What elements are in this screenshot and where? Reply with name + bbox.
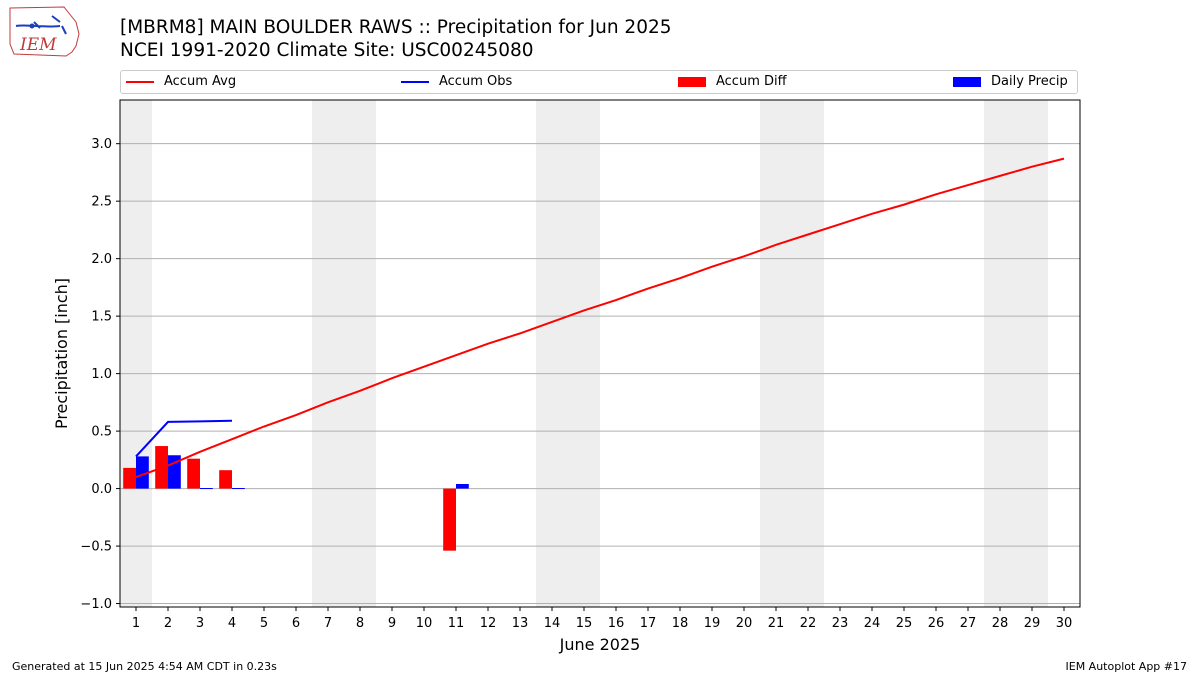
x-tick-label: 1	[132, 616, 140, 631]
footer-app-text: IEM Autoplot App #17	[1065, 660, 1188, 673]
x-tick-label: 18	[672, 616, 689, 631]
x-tick-label: 25	[896, 616, 913, 631]
legend-swatch	[401, 80, 429, 83]
bar-daily-precip	[136, 456, 149, 489]
y-tick-label: 0.5	[91, 425, 112, 440]
y-tick-label: 2.5	[91, 195, 112, 210]
bar-marks	[123, 446, 469, 551]
x-tick-label: 7	[324, 616, 332, 631]
x-tick-label: 12	[480, 616, 497, 631]
bar-daily-precip	[232, 488, 245, 490]
line-accum-obs	[135, 419, 233, 458]
footer-generated-text: Generated at 15 Jun 2025 4:54 AM CDT in …	[12, 660, 277, 673]
legend: Accum Avg Accum Obs Accum Diff Daily Pre…	[120, 70, 1078, 94]
x-tick-label: 10	[416, 616, 433, 631]
weekend-band	[120, 100, 152, 607]
x-tick-label: 23	[832, 616, 849, 631]
legend-swatch	[953, 76, 981, 87]
bar-accum-diff	[123, 467, 136, 489]
x-tick-label: 29	[1024, 616, 1041, 631]
series-lines	[135, 157, 1065, 479]
y-tick-label: 1.5	[91, 310, 112, 325]
x-tick-label: 17	[640, 616, 657, 631]
bar-daily-precip	[200, 488, 213, 490]
x-tick-label: 30	[1056, 616, 1073, 631]
weekend-band	[536, 100, 600, 607]
plot-frame	[119, 99, 1081, 608]
x-tick-label: 26	[928, 616, 945, 631]
x-tick-label: 9	[388, 616, 396, 631]
chart-subtitle: NCEI 1991-2020 Climate Site: USC00245080	[120, 40, 534, 61]
x-tick-label: 28	[992, 616, 1009, 631]
x-tick-label: 6	[292, 616, 300, 631]
y-tick-label: 3.0	[91, 137, 112, 152]
y-tick-label: 2.0	[91, 252, 112, 267]
x-tick-label: 3	[196, 616, 204, 631]
x-tick-label: 8	[356, 616, 364, 631]
y-axis: −1.0 −0.5 0.0 0.5 1.0 1.5 2.0 2.5 3.0	[80, 137, 120, 612]
bar-daily-precip	[456, 483, 469, 489]
line-accum-avg	[135, 157, 1065, 479]
legend-label: Accum Obs	[439, 74, 513, 89]
weekend-band	[984, 100, 1048, 607]
legend-swatch	[126, 80, 154, 83]
iem-logo: IEM	[9, 6, 80, 57]
y-tick-label: 1.0	[91, 367, 112, 382]
chart-title: [MBRM8] MAIN BOULDER RAWS :: Precipitati…	[120, 17, 672, 38]
grid-lines	[120, 143, 1080, 605]
y-tick-label: 0.0	[91, 482, 112, 497]
x-tick-label: 15	[576, 616, 593, 631]
x-tick-label: 16	[608, 616, 625, 631]
y-axis-label: Precipitation [inch]	[52, 278, 71, 429]
x-tick-label: 13	[512, 616, 529, 631]
legend-item-accum-avg: Accum Avg	[126, 74, 236, 89]
x-tick-label: 14	[544, 616, 561, 631]
logo-text: IEM	[19, 35, 57, 55]
x-tick-label: 4	[228, 616, 236, 631]
legend-label: Daily Precip	[991, 74, 1068, 89]
x-tick-label: 21	[768, 616, 785, 631]
x-axis-label: June 2025	[559, 635, 641, 654]
weekend-bands	[120, 100, 1048, 607]
x-tick-label: 24	[864, 616, 881, 631]
weekend-band	[312, 100, 376, 607]
legend-item-daily-precip: Daily Precip	[953, 74, 1068, 89]
x-tick-label: 11	[448, 616, 465, 631]
bar-accum-diff	[187, 458, 200, 489]
legend-item-accum-obs: Accum Obs	[401, 74, 512, 89]
x-axis: 1 2 3 4 5 6 7 8 9 10 11 12 13 14 15 16 17 18 19 20 21 22 23 24 2…	[132, 607, 1072, 631]
bar-accum-diff	[219, 470, 232, 489]
x-tick-label: 19	[704, 616, 721, 631]
x-tick-label: 2	[164, 616, 172, 631]
weekend-band	[760, 100, 824, 607]
y-tick-label: −0.5	[80, 540, 112, 555]
legend-item-accum-diff: Accum Diff	[678, 74, 787, 89]
legend-label: Accum Diff	[716, 74, 787, 89]
x-tick-label: 27	[960, 616, 977, 631]
x-tick-label: 20	[736, 616, 753, 631]
x-tick-label: 5	[260, 616, 268, 631]
legend-label: Accum Avg	[164, 74, 237, 89]
bar-accum-diff	[443, 488, 456, 551]
y-tick-label: −1.0	[80, 597, 112, 612]
legend-swatch	[678, 76, 706, 87]
x-tick-label: 22	[800, 616, 817, 631]
